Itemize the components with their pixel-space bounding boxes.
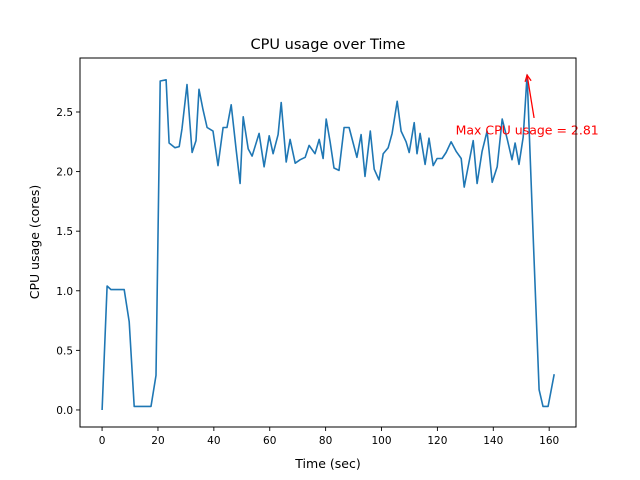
- series-line-group: [101, 74, 555, 411]
- y-tick-label: 1.5: [56, 226, 73, 238]
- cpu-usage-line: [101, 74, 555, 411]
- x-tick-label: 140: [483, 435, 503, 447]
- x-axis-label: Time (sec): [294, 456, 360, 471]
- x-tick-label: 0: [99, 435, 106, 447]
- chart-title: CPU usage over Time: [251, 37, 406, 53]
- x-tick-label: 160: [539, 435, 559, 447]
- annotation-group: Max CPU usage = 2.81: [456, 73, 599, 138]
- y-axis-label: CPU usage (cores): [27, 185, 42, 299]
- y-tick-label: 0.0: [56, 405, 73, 417]
- y-tick-label: 0.5: [56, 345, 73, 357]
- x-tick-label: 40: [207, 435, 220, 447]
- y-tick-label: 2.0: [56, 167, 73, 179]
- annotation-label: Max CPU usage = 2.81: [456, 123, 599, 138]
- x-tick-label: 20: [151, 435, 164, 447]
- annotation-arrow: [526, 74, 535, 119]
- x-tick-label: 80: [319, 435, 332, 447]
- x-axis-ticks: 0 20 40 60 80 100 120 140 160: [99, 427, 559, 447]
- x-tick-label: 120: [427, 435, 447, 447]
- y-axis-ticks: 0.0 0.5 1.0 1.5 2.0 2.5: [56, 107, 80, 417]
- y-tick-label: 1.0: [56, 286, 73, 298]
- x-tick-label: 60: [263, 435, 276, 447]
- annotation-arrowhead: [524, 73, 532, 82]
- x-tick-label: 100: [371, 435, 391, 447]
- y-tick-label: 2.5: [56, 107, 73, 119]
- axes-frame: [79, 57, 577, 428]
